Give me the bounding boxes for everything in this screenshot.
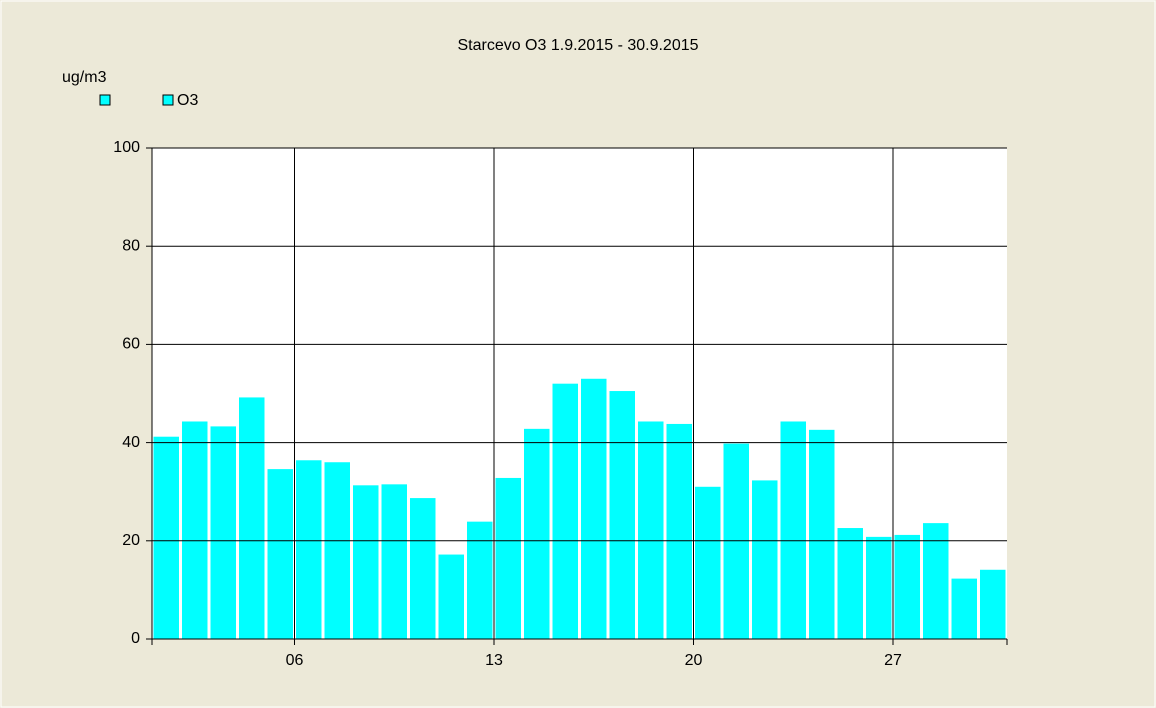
bar: [980, 569, 1006, 639]
bar: [638, 421, 664, 639]
legend-label: O3: [177, 92, 198, 109]
bar: [894, 534, 920, 639]
y-tick-label: 0: [131, 630, 140, 647]
x-tick-label: 13: [485, 652, 503, 669]
bar: [182, 421, 208, 639]
x-tick-label: 20: [685, 652, 703, 669]
bar: [267, 469, 293, 639]
y-tick-label: 40: [122, 434, 140, 451]
bar: [923, 523, 949, 639]
y-tick-label: 20: [122, 532, 140, 549]
bar: [381, 484, 407, 639]
bar: [438, 554, 464, 639]
y-tick-label: 100: [113, 139, 140, 156]
bar: [495, 477, 521, 639]
bar: [296, 460, 322, 639]
bar: [809, 429, 835, 639]
x-tick-label: 06: [286, 652, 304, 669]
bar: [153, 436, 179, 639]
x-tick-label: 27: [884, 652, 902, 669]
legend-swatch: [162, 94, 174, 106]
y-tick-label: 80: [122, 237, 140, 254]
bar: [866, 536, 892, 639]
chart-title: Starcevo O3 1.9.2015 - 30.9.2015: [457, 37, 698, 54]
bar: [239, 397, 265, 639]
bar: [951, 578, 977, 639]
y-axis-label: ug/m3: [62, 69, 107, 86]
bar: [552, 383, 578, 639]
bar: [353, 485, 379, 639]
bar: [524, 428, 550, 639]
bar: [581, 378, 607, 639]
bar: [752, 480, 778, 639]
bar: [695, 486, 721, 639]
bar: [609, 391, 635, 639]
bar: [324, 462, 350, 639]
legend-swatch: [99, 94, 111, 106]
bar: [780, 421, 806, 639]
bar: [467, 521, 493, 639]
bar: [666, 423, 692, 639]
bar: [837, 528, 863, 639]
y-tick-label: 60: [122, 336, 140, 353]
bar: [210, 426, 236, 639]
bar: [410, 498, 436, 639]
